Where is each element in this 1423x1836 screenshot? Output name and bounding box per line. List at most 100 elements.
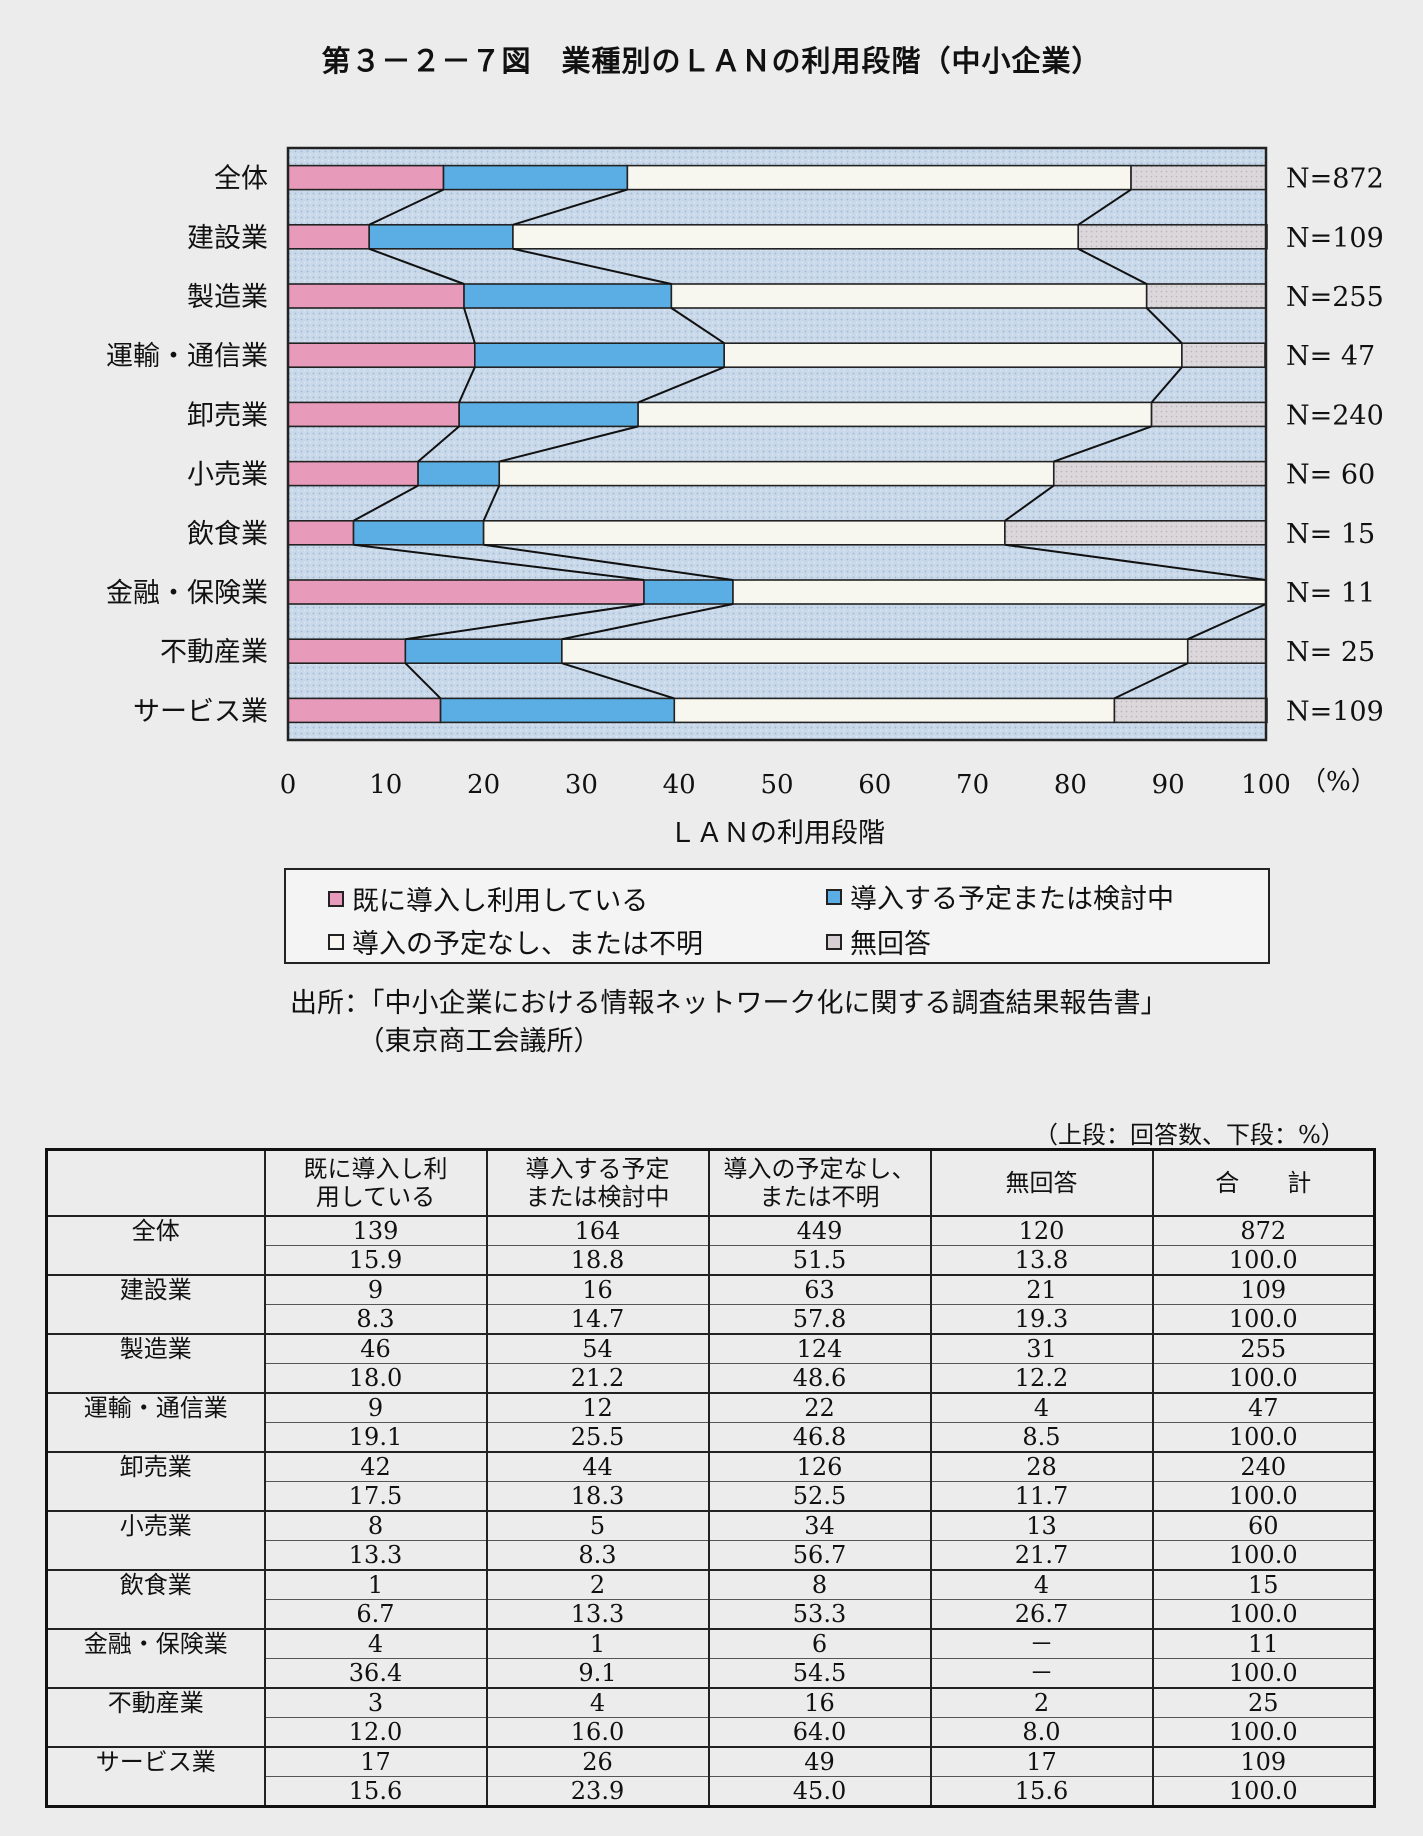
- x-tick-label: 30: [565, 770, 598, 800]
- chart-legend: 既に導入し利用している 導入する予定または検討中 導入の予定なし、または不明 無…: [284, 868, 1270, 964]
- table-header-cell: 導入の予定なし、 または不明: [707, 1148, 932, 1217]
- table-header-cell: [45, 1148, 266, 1217]
- table-row-label: 卸売業: [45, 1451, 266, 1512]
- bar-segment: [1186, 638, 1267, 665]
- connector-line: [1004, 484, 1055, 522]
- table-row-counts: 不動産業 3 4 16 2 25: [45, 1687, 1376, 1748]
- table-count-cell: 2: [485, 1569, 710, 1600]
- connector-line: [1187, 603, 1267, 641]
- table-percent-cell: 54.5: [707, 1658, 932, 1689]
- table-count-cell: 49: [707, 1746, 932, 1777]
- category-label: 金融・保険業: [106, 578, 268, 609]
- bar-segment: [1130, 164, 1267, 191]
- table-count-cell: 4: [929, 1569, 1154, 1600]
- table-percent-cell: 14.7: [485, 1304, 710, 1335]
- bar-segment: [1181, 342, 1266, 369]
- table-percent-cell: 100.0: [1151, 1363, 1376, 1394]
- x-tick-label: 10: [369, 770, 402, 800]
- connector-line: [417, 425, 460, 463]
- bar-segment: [287, 460, 419, 487]
- table-percent-cell: 100.0: [1151, 1540, 1376, 1571]
- table-count-cell: 124: [707, 1333, 932, 1364]
- table-percent-cell: 19.3: [929, 1304, 1154, 1335]
- x-tick-label: 80: [1054, 770, 1087, 800]
- bar-segment: [368, 224, 514, 250]
- table-percent-cell: 100.0: [1151, 1658, 1376, 1689]
- connector-line: [458, 366, 476, 403]
- table-row-label: 製造業: [45, 1333, 266, 1394]
- legend-swatch-no-answer: [826, 933, 842, 950]
- bar-segment: [1150, 401, 1267, 428]
- x-axis-label: ＬＡＮの利用段階: [669, 818, 885, 849]
- table-header-row: 既に導入し利 用している 導入する予定 または検討中 導入の予定なし、 または不明 無回答合…: [45, 1148, 1376, 1217]
- table-count-cell: 34: [707, 1510, 932, 1541]
- table-count-cell: 9: [263, 1274, 488, 1305]
- table-count-cell: 240: [1151, 1451, 1376, 1482]
- bar-segment: [404, 638, 563, 665]
- table-row-counts: 運輸・通信業 9 12 22 4 47: [45, 1392, 1376, 1453]
- table-row-counts: 建設業 9 16 63 21 109: [45, 1274, 1376, 1335]
- n-label: N= 25: [1286, 637, 1375, 668]
- legend-item-adopted: 既に導入し利用している: [328, 879, 648, 918]
- table-header-line: 無回答: [1005, 1169, 1078, 1197]
- table-count-cell: 4: [929, 1392, 1154, 1423]
- x-tick-label: 50: [760, 770, 793, 800]
- connector-line: [483, 543, 734, 581]
- table-row-label: 金融・保険業: [45, 1628, 266, 1689]
- x-unit-label: （%）: [1300, 767, 1377, 797]
- table-percent-cell: 8.0: [929, 1717, 1154, 1748]
- table-row-percents: 15.6 23.9 45.0 15.6 100.0: [47, 1776, 1376, 1808]
- bar-segment: [458, 401, 639, 428]
- source-note: 出所：「中小企業における情報ネットワーク化に関する調査結果報告書」 （東京商工会…: [290, 985, 1168, 1061]
- bar-segment: [442, 164, 629, 191]
- bar-segment: [1077, 224, 1268, 250]
- connector-line: [1145, 307, 1183, 344]
- bar-segment: [1052, 460, 1267, 487]
- connector-line: [368, 188, 444, 226]
- table-count-cell: 13: [929, 1510, 1154, 1541]
- figure-title: 第３－２－７図 業種別のＬＡＮの利用段階（中小企業）: [321, 44, 1102, 78]
- table-percent-cell: 100.0: [1151, 1717, 1376, 1748]
- connector-line: [499, 425, 639, 463]
- table-percent-cell: 51.5: [707, 1245, 932, 1276]
- table-count-cell: 1: [263, 1569, 488, 1600]
- table-percent-cell: 100.0: [1151, 1245, 1376, 1276]
- connector-line: [637, 366, 725, 404]
- n-label: N=109: [1286, 223, 1384, 254]
- connector-line: [512, 188, 628, 226]
- n-label: N= 15: [1286, 519, 1375, 550]
- connector-line: [1077, 247, 1148, 285]
- table-percent-cell: 46.8: [707, 1422, 932, 1453]
- table-count-cell: 1: [485, 1628, 710, 1659]
- bar-segment: [473, 342, 725, 369]
- connector-line: [482, 485, 501, 522]
- table-count-cell: 120: [929, 1215, 1154, 1246]
- table-percent-cell: 21.7: [929, 1540, 1154, 1571]
- table-row-counts: サービス業 17 26 49 17 109: [45, 1746, 1376, 1808]
- table-header-line: 導入する予定: [525, 1155, 670, 1183]
- category-label: 全体: [214, 164, 268, 195]
- n-label: N= 11: [1286, 578, 1375, 609]
- bar-segment: [670, 283, 1148, 309]
- legend-label-planned: 導入する予定または検討中: [850, 884, 1174, 915]
- bar-segment: [287, 283, 465, 309]
- table-row-counts: 小売業 8 5 34 13 60: [45, 1510, 1376, 1571]
- bar-segment: [723, 342, 1183, 369]
- bar-segment: [463, 283, 673, 309]
- table-row-counts: 製造業 46 54 124 31 255: [45, 1333, 1376, 1394]
- table-count-cell: 60: [1151, 1510, 1376, 1541]
- connector-line: [404, 662, 442, 700]
- table-percent-cell: 18.3: [485, 1481, 710, 1512]
- table-count-cell: 44: [485, 1451, 710, 1482]
- table-percent-cell: 53.3: [707, 1599, 932, 1630]
- table-percent-cell: 100.0: [1151, 1304, 1376, 1335]
- connector-line: [670, 307, 725, 345]
- table-count-cell: 449: [707, 1215, 932, 1246]
- legend-label-adopted: 既に導入し利用している: [352, 886, 649, 917]
- table-header-cell: 導入する予定 または検討中: [485, 1148, 710, 1217]
- table-count-cell: 17: [929, 1746, 1154, 1777]
- table-percent-cell: 100.0: [1151, 1599, 1376, 1630]
- bar-segment: [626, 164, 1132, 191]
- table-row-label: 不動産業: [45, 1687, 266, 1748]
- table-percent-cell: 18.8: [485, 1245, 710, 1276]
